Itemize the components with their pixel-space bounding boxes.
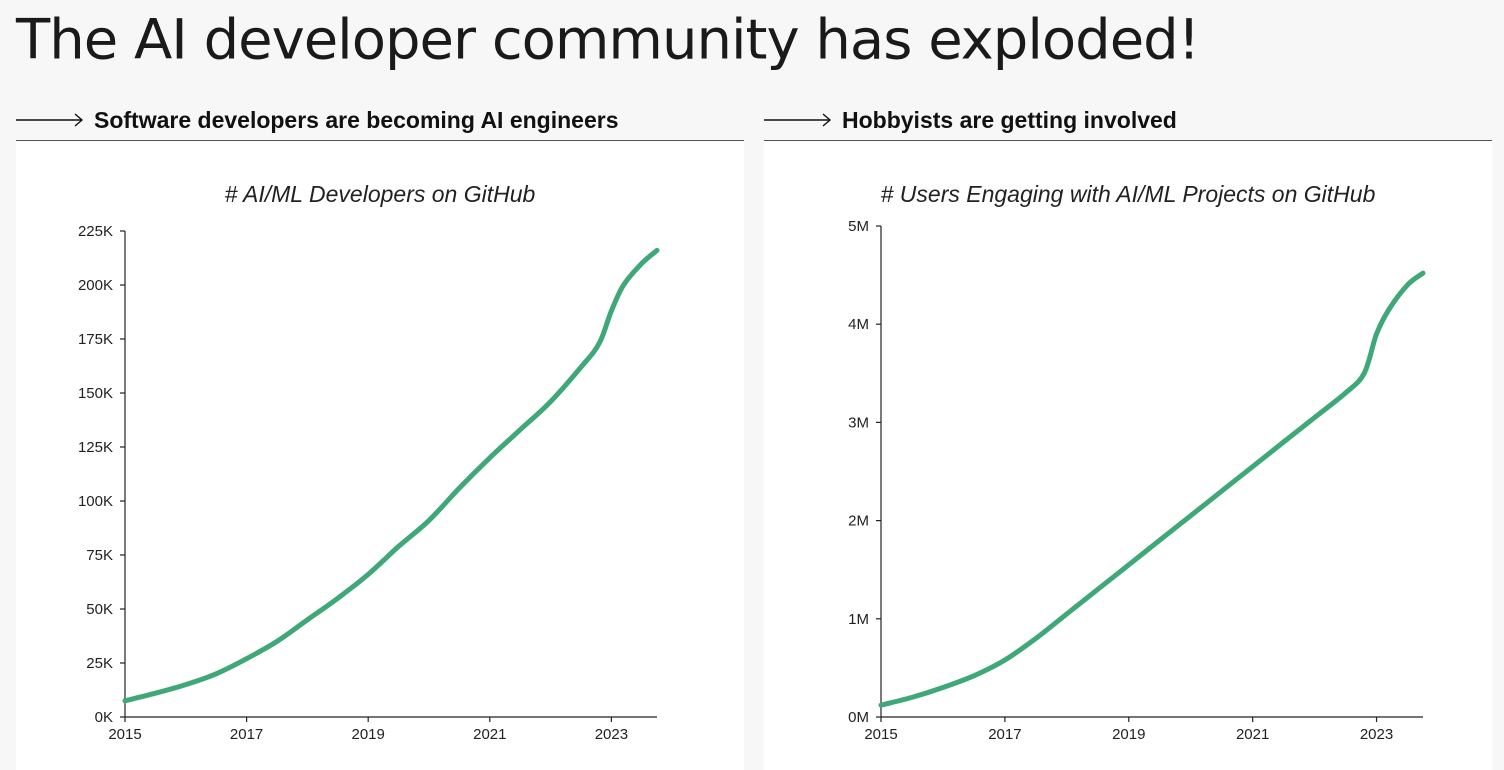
y-tick-label: 150K — [78, 385, 113, 402]
y-tick-label: 100K — [78, 493, 113, 510]
chart-title: # Users Engaging with AI/ML Projects on … — [880, 181, 1376, 207]
series-line — [122, 247, 660, 704]
x-tick-label: 2017 — [988, 726, 1021, 743]
x-tick-label: 2023 — [1360, 726, 1393, 743]
section-heading-text: Hobbyists are getting involved — [842, 106, 1177, 133]
chart-title: # AI/ML Developers on GitHub — [224, 181, 536, 207]
x-tick-label: 2015 — [864, 726, 897, 743]
chart-panel-developers: # AI/ML Developers on GitHub 0K 25K 50K 75K… — [16, 141, 744, 770]
x-tick-label: 2023 — [595, 726, 628, 743]
y-tick-label: 225K — [78, 223, 113, 240]
y-tick-label: 200K — [78, 277, 113, 294]
x-tick-label: 2019 — [1112, 726, 1145, 743]
page-title: The AI developer community has exploded! — [16, 8, 1200, 73]
y-tick-label: 25K — [86, 655, 113, 672]
section-heading-text: Software developers are becoming AI engi… — [94, 106, 619, 133]
y-tick-label: 0M — [848, 709, 869, 726]
x-tick-label: 2021 — [473, 726, 506, 743]
x-tick-label: 2019 — [352, 726, 385, 743]
y-tick-label: 125K — [78, 439, 113, 456]
series-line — [878, 270, 1426, 708]
y-tick-label: 0K — [95, 709, 113, 726]
developers-line-chart: 0K 25K 50K 75K 100K 125K 150K 175K 200K 225K 2015 2… — [78, 223, 660, 743]
section-heading-1: Software developers are becoming AI engi… — [16, 100, 744, 141]
x-tick-label: 2015 — [108, 726, 141, 743]
x-tick-label: 2017 — [230, 726, 263, 743]
users-line-chart: 0M 1M 2M 3M 4M 5M 2015 2017 2019 2021 2023 — [848, 218, 1426, 743]
y-tick-label: 175K — [78, 331, 113, 348]
y-tick-label: 5M — [848, 218, 869, 235]
long-right-arrow-icon — [764, 113, 832, 127]
y-tick-label: 4M — [848, 316, 869, 333]
y-tick-label: 3M — [848, 414, 869, 431]
x-tick-label: 2021 — [1236, 726, 1269, 743]
chart-panel-users: # Users Engaging with AI/ML Projects on … — [764, 141, 1492, 770]
long-right-arrow-icon — [16, 113, 84, 127]
section-heading-2: Hobbyists are getting involved — [764, 100, 1492, 141]
y-tick-label: 75K — [86, 547, 113, 564]
y-tick-label: 2M — [848, 513, 869, 530]
y-tick-label: 50K — [86, 601, 113, 618]
y-tick-label: 1M — [848, 611, 869, 628]
